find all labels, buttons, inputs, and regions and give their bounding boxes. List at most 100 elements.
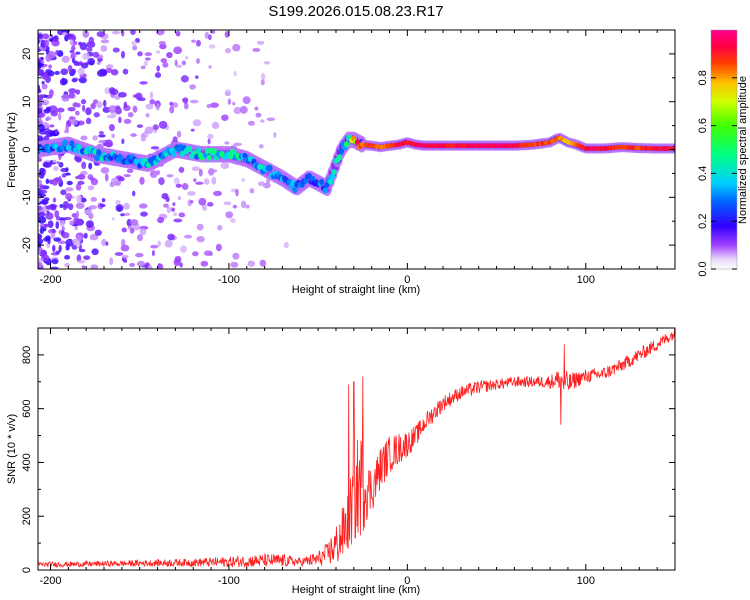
spectrogram-noise-blob [139, 203, 148, 209]
spectrogram-noise-blob [38, 102, 43, 107]
spectrogram-noise-blob [198, 168, 203, 177]
spectrogram-noise-blob [43, 223, 49, 228]
spectrogram-noise-blob [175, 30, 181, 37]
spectrogram-noise-blob [115, 199, 121, 205]
spectrogram-noise-blob [83, 255, 91, 260]
spectrogram-noise-blob [54, 210, 60, 218]
spectrogram-noise-blob [283, 241, 289, 249]
spectrogram-core-cell [322, 187, 328, 194]
spectrogram-noise-blob [75, 210, 80, 219]
spectrogram-noise-blob [75, 51, 81, 55]
spectrogram-noise-blob [49, 266, 59, 269]
spectrogram-noise-blob [41, 83, 48, 90]
spectrogram-noise-blob [195, 75, 199, 80]
spectrogram-noise-blob [130, 30, 136, 35]
spectrogram-noise-blob [240, 200, 247, 209]
spectrogram-noise-blob [108, 105, 117, 113]
spectrogram-noise-blob [227, 98, 232, 105]
spectrogram-noise-blob [263, 61, 271, 65]
spectrogram-noise-blob [239, 105, 248, 114]
spectrogram-noise-blob [154, 72, 162, 79]
spectrogram-noise-blob [110, 69, 119, 76]
spectrogram-noise-blob [140, 65, 146, 70]
spectrogram-noise-blob [38, 157, 43, 162]
spectrogram-noise-blob [103, 99, 107, 107]
spectrogram-noise-blob [132, 94, 140, 98]
spectrogram-noise-blob [45, 178, 50, 185]
spectrogram-noise-blob [78, 76, 87, 84]
spectrogram-noise-blob [58, 112, 62, 121]
spectrogram-noise-blob [104, 141, 113, 148]
spectrogram-noise-blob [155, 103, 160, 111]
spectrogram-noise-blob [124, 212, 131, 216]
spectrogram-noise-blob [258, 144, 264, 149]
spectrogram-noise-blob [192, 251, 199, 257]
spectrogram-noise-blob [61, 232, 70, 239]
spectrogram-noise-blob [101, 238, 107, 247]
spectrogram-noise-blob [87, 221, 92, 227]
spectrogram-noise-blob [55, 250, 61, 255]
spectrogram-noise-blob [40, 249, 46, 256]
spectrogram-noise-blob [80, 62, 89, 69]
spectrogram-noise-blob [221, 114, 229, 121]
spectrogram-noise-blob [79, 61, 83, 65]
spectrogram-noise-blob [61, 78, 68, 85]
spectrogram-noise-blob [259, 259, 267, 267]
spectrogram-noise-blob [156, 50, 161, 54]
spectrogram-noise-blob [169, 105, 175, 114]
spectrogram-noise-blob [122, 68, 129, 75]
spectrogram-xlabel: Height of straight line (km) [292, 284, 420, 296]
snr-xlabel: Height of straight line (km) [292, 584, 420, 596]
spectrogram-noise-blob [173, 218, 183, 223]
spectrogram-noise-blob [162, 61, 169, 68]
spectrogram-noise-blob [182, 97, 189, 104]
spectrogram-noise-blob [230, 261, 239, 268]
spectrogram-noise-blob [76, 195, 82, 203]
spectrogram-noise-blob [230, 218, 236, 223]
spectrogram-noise-blob [38, 216, 47, 224]
spectrogram-noise-blob [149, 99, 156, 105]
spectrogram-noise-blob [118, 116, 122, 124]
spectrogram-noise-blob [256, 40, 265, 45]
spectrogram-noise-blob [260, 72, 266, 81]
spectrogram-noise-blob [191, 166, 201, 172]
spectrogram-core-cell [195, 147, 202, 154]
spectrogram-noise-blob [172, 102, 179, 108]
spectrogram-noise-blob [178, 166, 185, 173]
spectrogram-noise-blob [54, 70, 60, 76]
spectrogram-noise-blob [80, 135, 88, 141]
spectrogram-noise-blob [46, 116, 52, 121]
spectrogram-noise-blob [208, 167, 215, 176]
spectrogram-noise-blob [136, 260, 146, 267]
spectrogram-noise-blob [150, 146, 160, 150]
spectrogram-noise-blob [127, 226, 133, 230]
spectrogram-noise-blob [100, 45, 108, 52]
spectrogram-core-cell [96, 149, 102, 156]
spectrogram-noise-blob [38, 88, 42, 94]
spectrogram-noise-blob [105, 64, 114, 69]
spectrogram-noise-blob [223, 201, 232, 206]
spectrogram-noise-blob [61, 173, 67, 178]
spectrogram-noise-blob [71, 119, 79, 126]
spectrogram-noise-blob [50, 110, 58, 117]
spectrogram-noise-blob [208, 34, 212, 41]
spectrogram-noise-blob [120, 238, 126, 247]
spectrogram-noise-blob [40, 99, 50, 106]
spectrogram-noise-blob [75, 202, 85, 209]
spectrogram-noise-blob [38, 62, 42, 70]
spectrogram-noise-blob [88, 162, 93, 170]
spectrogram-core-cell [76, 144, 82, 151]
spectrogram-noise-blob [111, 133, 115, 139]
spectrogram-noise-blob [207, 133, 214, 140]
spectrogram-noise-blob [190, 128, 195, 132]
spectrogram-noise-blob [73, 217, 80, 225]
spectrogram-noise-blob [68, 88, 77, 94]
spectrogram-noise-blob [99, 203, 106, 208]
spectrogram-noise-blob [85, 107, 92, 116]
spectrogram-noise-blob [167, 233, 175, 241]
spectrogram-noise-blob [144, 52, 152, 57]
spectrogram-noise-blob [38, 48, 41, 53]
spectrogram-noise-blob [69, 220, 74, 226]
spectrogram-noise-blob [75, 183, 82, 191]
